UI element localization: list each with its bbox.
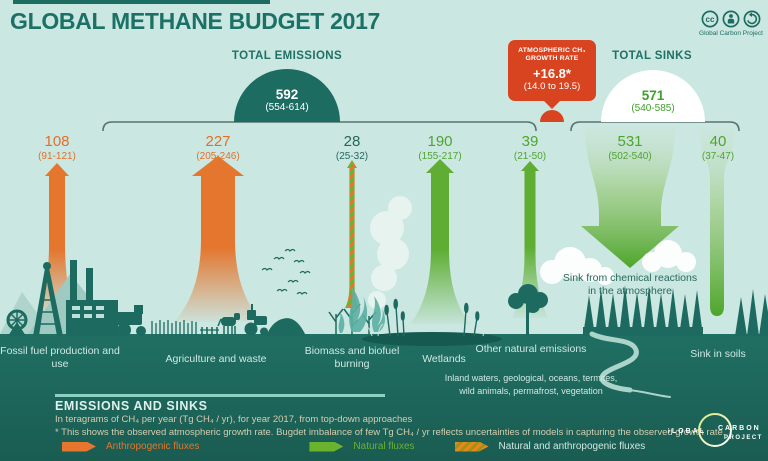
legend-swatch-anthropogenic [62,441,96,452]
footer-note-units: In teragrams of CH₄ per year (Tg CH₄ / y… [55,414,413,425]
ground [0,334,768,461]
label-fossil-fuel: Fossil fuel production and use [0,345,120,371]
clouds [540,240,696,285]
callout-pointer [543,100,561,109]
farm-silhouette [104,304,306,337]
footer-heading: EMISSIONS AND SINKS [55,399,208,413]
reeds [384,298,480,337]
flux-range: (205-246) [196,151,240,162]
total-sinks-label: TOTAL SINKS [612,50,692,62]
legend-label-natural: Natural fluxes [353,441,415,452]
legend-label-anthropogenic: Anthropogenic fluxes [106,441,200,452]
gcp-word-global: GLOBAL [668,428,706,435]
label-soil-sink: Sink in soils [690,348,746,360]
flux-range: (21-50) [513,151,547,162]
growth-rate-dome [540,110,564,122]
wetland-pond [362,332,502,346]
flux-funnel-chemical-sink [581,126,679,268]
birds [261,248,311,295]
attribution-icon [722,10,740,28]
flux-arrow-agriculture [174,156,262,322]
growth-rate-label-line1: ATMOSPHERIC CH₄ [518,47,586,54]
flux-range: (37-47) [701,151,735,162]
growth-rate-label-line2: GROWTH RATE [525,55,579,62]
factory-windows [72,306,104,318]
cc-icon: cc [701,10,719,28]
growth-rate-callout: ATMOSPHERIC CH₄ GROWTH RATE +16.8* (14.0… [508,40,596,101]
flux-fossil-fuel: 108 (91-121) [0,134,117,163]
gcp-word-project: PROJECT [724,435,763,441]
total-emissions-range: (554-614) [265,102,309,113]
share-alike-icon [743,10,761,28]
flux-arrow-wetlands [410,159,470,324]
flux-chemical-sink: 531 (502-540) [570,134,690,163]
flux-agriculture: 227 (205-246) [158,134,278,163]
flux-value: 39 [521,133,539,150]
label-biomass: Biomass and biofuel burning [304,345,400,371]
total-emissions-label: TOTAL EMISSIONS [231,50,343,62]
cc-license-badge[interactable]: cc Global Carbon Project [698,10,764,37]
legend-swatch-mixed [454,441,489,452]
label-chemical-sink: Sink from chemical reactions in the atmo… [562,272,698,298]
flux-range: (91-121) [38,151,76,162]
flux-value: 227 [205,133,231,150]
flux-range: (155-217) [418,151,462,162]
flux-value: 108 [44,133,70,150]
label-wetlands: Wetlands [422,353,466,365]
river [589,331,671,398]
flux-range: (502-540) [608,151,652,162]
legend: Anthropogenic fluxes Natural fluxes Natu… [62,441,645,452]
note-other-natural: Inland waters, geological, oceans, termi… [444,373,618,397]
header-accent-bar [13,0,270,4]
flux-value: 28 [343,133,361,150]
flux-value: 40 [709,133,727,150]
page-title: GLOBAL METHANE BUDGET 2017 [10,8,381,34]
flux-wetlands: 190 (155-217) [380,134,500,163]
label-agriculture: Agriculture and waste [165,353,267,365]
total-sinks-value: 571 [641,87,665,103]
flux-biomass: 28 (25-32) [292,134,412,163]
flux-value: 190 [427,133,453,150]
flux-soil-sink: 40 (37-47) [658,134,768,163]
gcp-word-carbon: CARBON [718,425,761,432]
legend-label-mixed: Natural and anthropogenic fluxes [498,441,646,452]
emissions-bracket [102,121,537,132]
flux-other-natural: 39 (21-50) [470,134,590,163]
footer-accent-line [55,394,385,397]
svg-text:cc: cc [706,15,715,24]
gcp-logo: GLOBAL CARBON PROJECT [668,413,763,447]
sinks-bracket [570,121,740,132]
growth-rate-range: (14.0 to 19.5) [523,81,581,92]
cc-caption: Global Carbon Project [699,30,763,37]
label-other-natural: Other natural emissions [475,343,587,355]
tree [508,284,548,336]
total-emissions-value: 592 [275,87,299,102]
flux-value: 531 [617,133,643,150]
flux-arrow-biomass [345,160,359,308]
legend-swatch-natural [309,441,344,452]
smoke-cloud [368,196,412,309]
flux-arrow-fossil-fuel [34,163,80,320]
total-sinks-range: (540-585) [631,102,675,114]
flux-arrow-other-natural [512,161,548,318]
growth-rate-value: +16.8* [533,66,571,81]
pine-forest [583,285,768,336]
flux-range: (25-32) [335,151,369,162]
flux-rod-soil-sink [699,126,735,316]
flames [338,286,386,333]
footer-note-growth: * This shows the observed atmospheric gr… [55,427,726,438]
light-grass [365,323,490,337]
